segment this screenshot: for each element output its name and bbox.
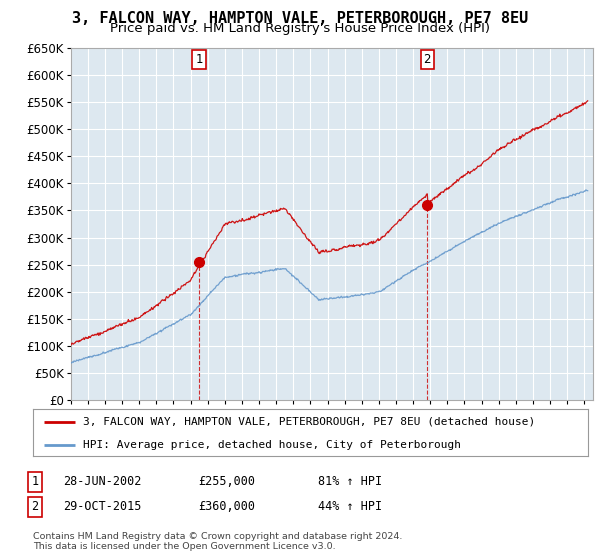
Text: 3, FALCON WAY, HAMPTON VALE, PETERBOROUGH, PE7 8EU: 3, FALCON WAY, HAMPTON VALE, PETERBOROUG… xyxy=(72,11,528,26)
Text: 2: 2 xyxy=(31,500,38,514)
Text: 81% ↑ HPI: 81% ↑ HPI xyxy=(318,475,382,488)
Text: £255,000: £255,000 xyxy=(198,475,255,488)
Text: Price paid vs. HM Land Registry's House Price Index (HPI): Price paid vs. HM Land Registry's House … xyxy=(110,22,490,35)
Text: £360,000: £360,000 xyxy=(198,500,255,514)
Text: 29-OCT-2015: 29-OCT-2015 xyxy=(63,500,142,514)
Text: HPI: Average price, detached house, City of Peterborough: HPI: Average price, detached house, City… xyxy=(83,440,461,450)
Text: 3, FALCON WAY, HAMPTON VALE, PETERBOROUGH, PE7 8EU (detached house): 3, FALCON WAY, HAMPTON VALE, PETERBOROUG… xyxy=(83,417,535,427)
Text: 1: 1 xyxy=(31,475,38,488)
Text: 2: 2 xyxy=(424,53,431,66)
Text: 28-JUN-2002: 28-JUN-2002 xyxy=(63,475,142,488)
Text: Contains HM Land Registry data © Crown copyright and database right 2024.
This d: Contains HM Land Registry data © Crown c… xyxy=(33,532,403,552)
Text: 44% ↑ HPI: 44% ↑ HPI xyxy=(318,500,382,514)
Text: 1: 1 xyxy=(195,53,203,66)
